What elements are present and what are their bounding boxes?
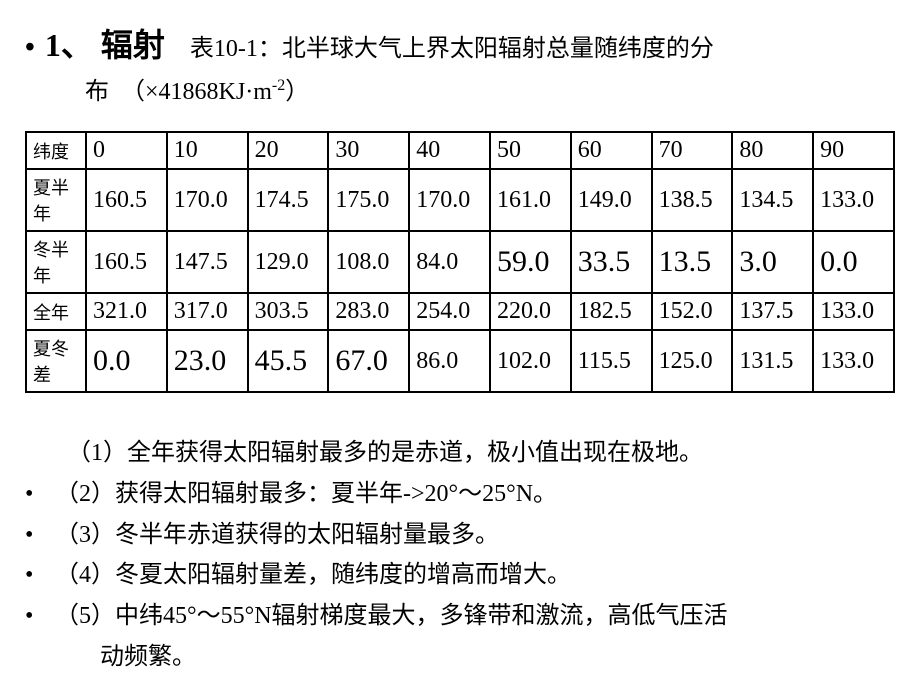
table-cell: 160.5 [86,231,167,293]
heading-number: 1、 [45,20,93,66]
col-header: 80 [732,132,813,169]
bullet-icon: • [25,596,55,637]
row-label: 夏冬差 [26,330,86,392]
note-line: •（3）冬半年赤道获得的太阳辐射量最多。 [25,515,895,556]
table-cell: 102.0 [490,330,571,392]
table-cell: 23.0 [167,330,248,392]
table-cell: 59.0 [490,231,571,293]
table-cell: 220.0 [490,293,571,330]
note-line: •（4）冬夏太阳辐射量差，随纬度的增高而增大。 [25,555,895,596]
table-cell: 170.0 [167,169,248,231]
table-cell: 129.0 [248,231,329,293]
bullet-icon: • [25,515,55,556]
table-cell: 254.0 [409,293,490,330]
col-header: 10 [167,132,248,169]
table-cell: 0.0 [86,330,167,392]
col-header: 70 [652,132,733,169]
col-header: 90 [813,132,894,169]
note-text: （2）获得太阳辐射最多：夏半年->20°～25°N。 [55,474,557,515]
table-cell: 149.0 [571,169,652,231]
col-header: 40 [409,132,490,169]
table-caption-line2: 布 （×41868KJ·m-2） [85,71,895,106]
col-header: 30 [328,132,409,169]
note-text: （1）全年获得太阳辐射最多的是赤道，极小值出现在极地。 [55,433,703,474]
note-text: （4）冬夏太阳辐射量差，随纬度的增高而增大。 [55,555,571,596]
note-line: •（5）中纬45°～55°N辐射梯度最大，多锋带和激流，高低气压活 [25,596,895,637]
table-cell: 133.0 [813,293,894,330]
note-text: 动频繁。 [100,637,196,678]
heading-row: • 1、 辐射 表10-1：北半球大气上界太阳辐射总量随纬度的分 [25,20,895,66]
row-label: 全年 [26,293,86,330]
note-text: （5）中纬45°～55°N辐射梯度最大，多锋带和激流，高低气压活 [55,596,728,637]
table-cell: 84.0 [409,231,490,293]
table-cell: 175.0 [328,169,409,231]
col-header: 60 [571,132,652,169]
table-cell: 125.0 [652,330,733,392]
table-cell: 303.5 [248,293,329,330]
table-cell: 67.0 [328,330,409,392]
row-label: 冬半年 [26,231,86,293]
table-cell: 170.0 [409,169,490,231]
table-cell: 283.0 [328,293,409,330]
table-caption-line1: 表10-1：北半球大气上界太阳辐射总量随纬度的分 [190,28,714,63]
table-cell: 115.5 [571,330,652,392]
table-cell: 45.5 [248,330,329,392]
col-header-label: 纬度 [26,132,86,169]
col-header: 20 [248,132,329,169]
table-cell: 152.0 [652,293,733,330]
bullet-icon [25,637,55,678]
table-cell: 13.5 [652,231,733,293]
table-cell: 0.0 [813,231,894,293]
table-cell: 33.5 [571,231,652,293]
bullet-icon [25,433,55,474]
heading-title: 辐射 [101,20,165,66]
bullet-icon: • [25,32,35,64]
note-line: 动频繁。 [25,637,895,678]
table-cell: 182.5 [571,293,652,330]
note-line: •（2）获得太阳辐射最多：夏半年->20°～25°N。 [25,474,895,515]
table-cell: 147.5 [167,231,248,293]
table-cell: 321.0 [86,293,167,330]
col-header: 50 [490,132,571,169]
table-cell: 160.5 [86,169,167,231]
bullet-icon: • [25,555,55,596]
note-line: （1）全年获得太阳辐射最多的是赤道，极小值出现在极地。 [25,433,895,474]
table-cell: 133.0 [813,169,894,231]
table-cell: 174.5 [248,169,329,231]
radiation-table: 纬度0102030405060708090夏半年160.5170.0174.51… [25,131,895,393]
table-cell: 86.0 [409,330,490,392]
note-text: （3）冬半年赤道获得的太阳辐射量最多。 [55,515,499,556]
table-cell: 317.0 [167,293,248,330]
row-label: 夏半年 [26,169,86,231]
table-cell: 3.0 [732,231,813,293]
bullet-icon: • [25,474,55,515]
notes-block: （1）全年获得太阳辐射最多的是赤道，极小值出现在极地。•（2）获得太阳辐射最多：… [25,433,895,678]
col-header: 0 [86,132,167,169]
table-cell: 138.5 [652,169,733,231]
table-cell: 133.0 [813,330,894,392]
table-cell: 137.5 [732,293,813,330]
table-cell: 108.0 [328,231,409,293]
table-cell: 131.5 [732,330,813,392]
table-cell: 161.0 [490,169,571,231]
table-cell: 134.5 [732,169,813,231]
